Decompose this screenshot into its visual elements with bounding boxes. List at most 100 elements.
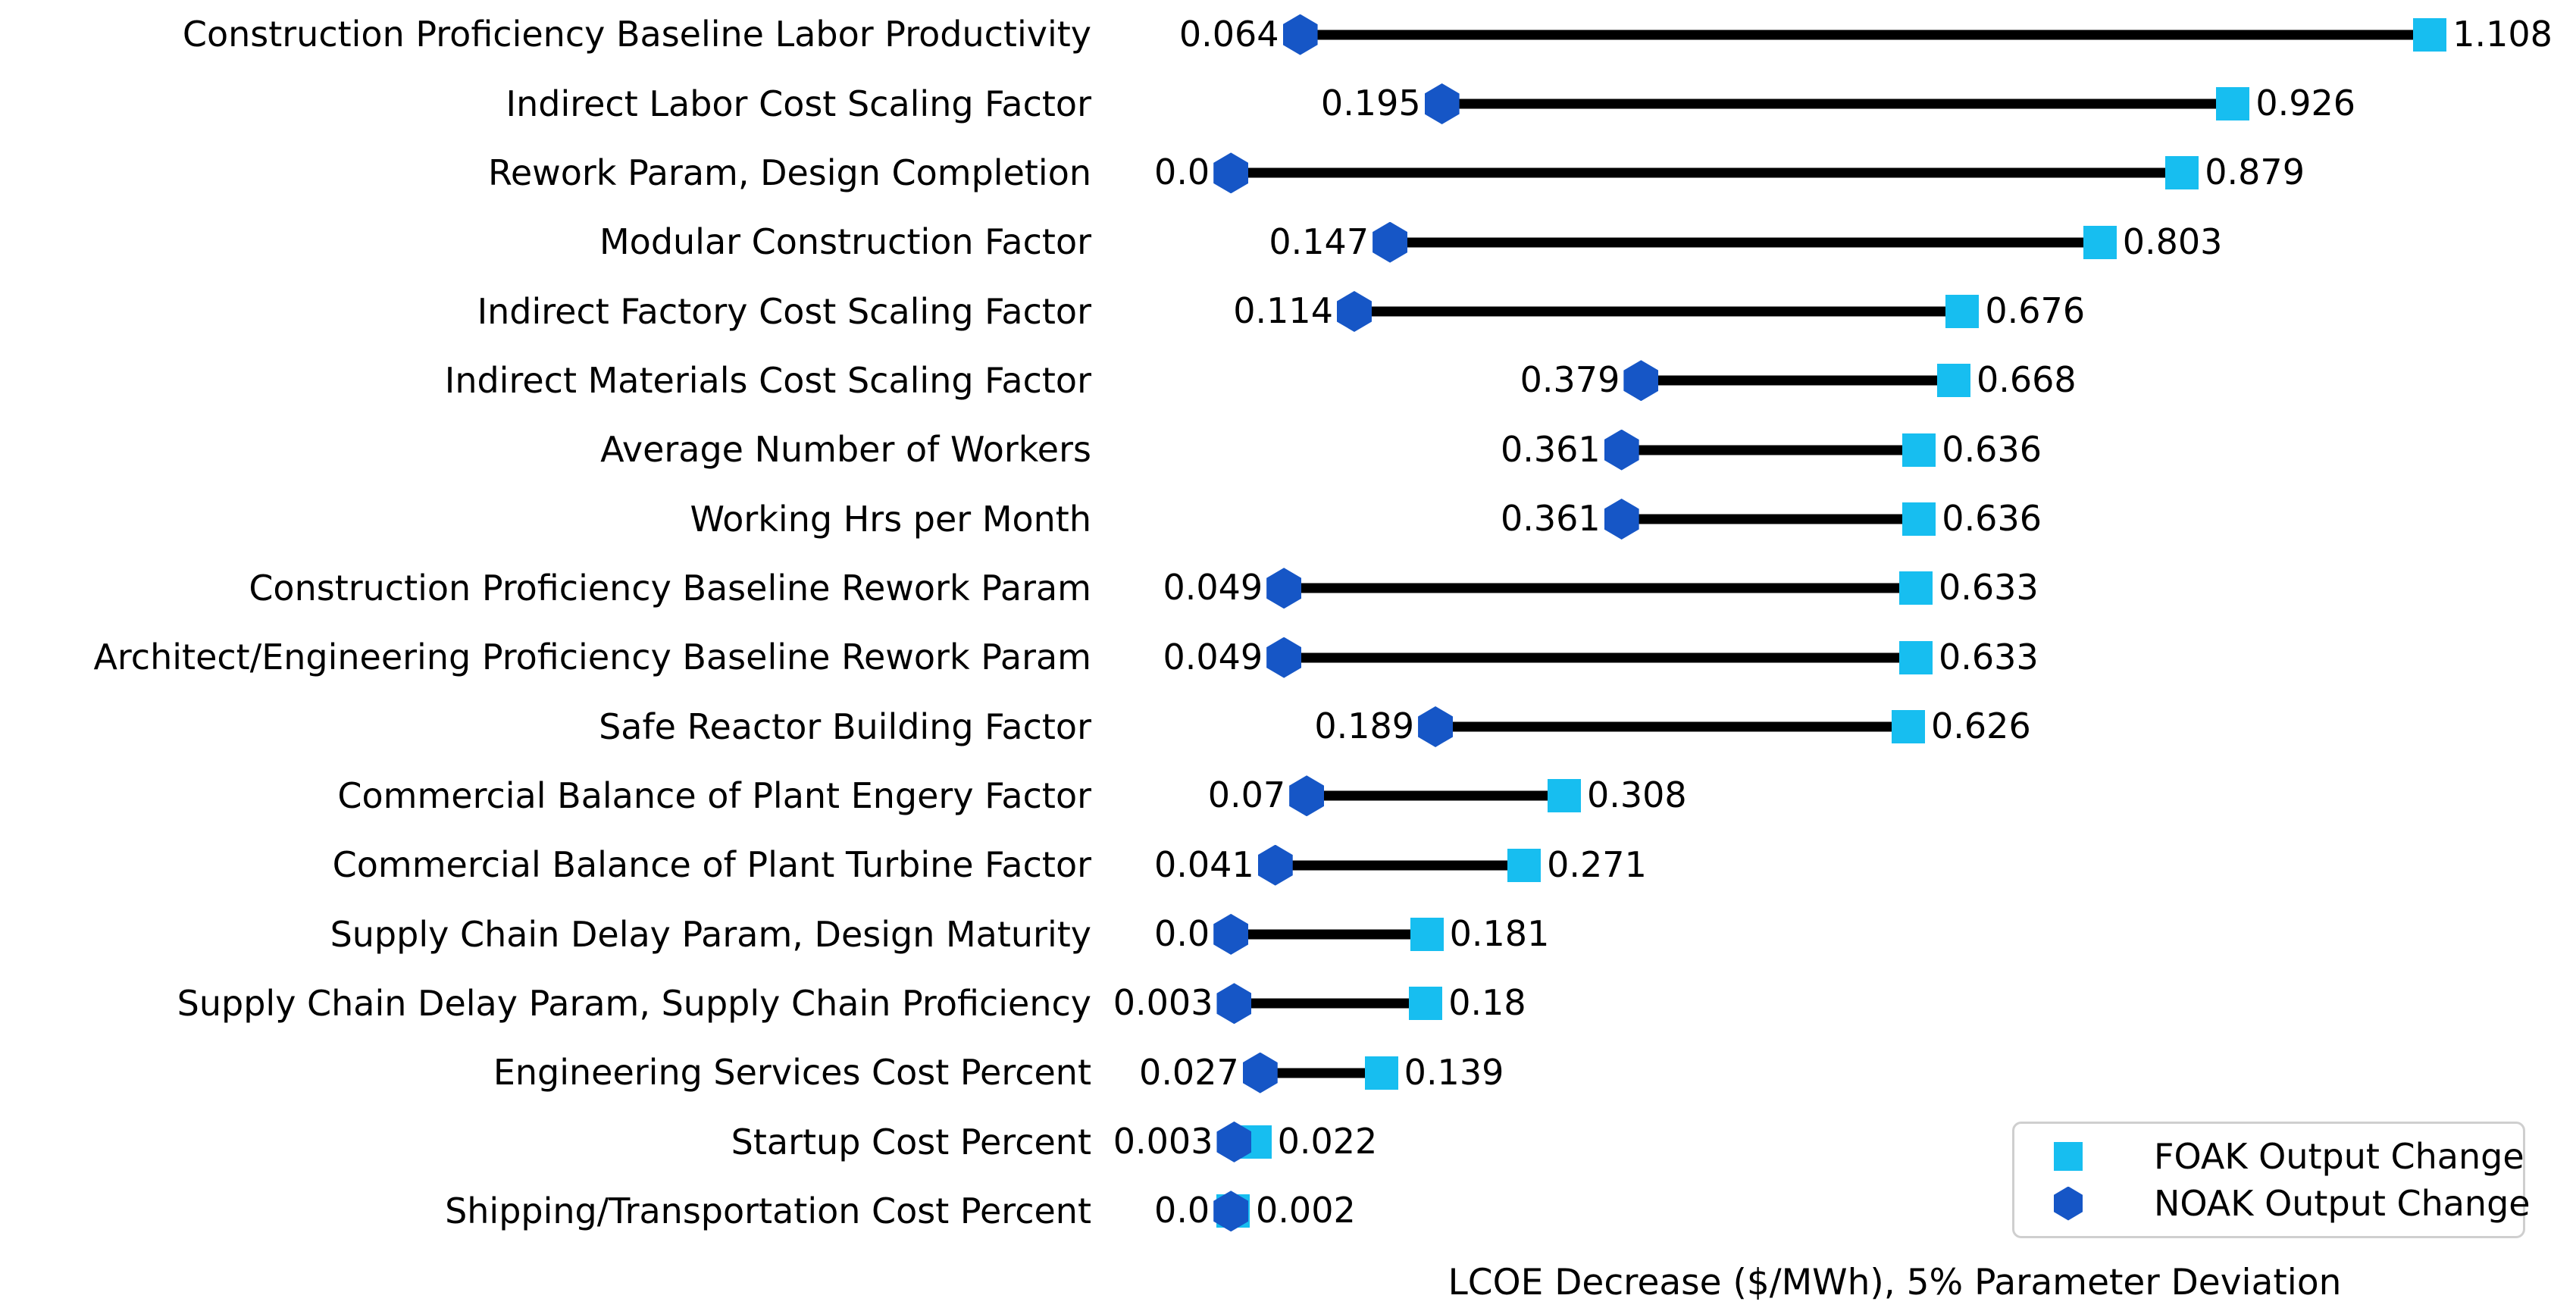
parameter-row: Commercial Balance of Plant Turbine Fact… bbox=[0, 831, 2576, 900]
noak-marker-icon bbox=[1266, 637, 1302, 678]
parameter-row: Indirect Materials Cost Scaling Factor 0… bbox=[0, 346, 2576, 415]
parameter-row: Average Number of Workers 0.361 0.636 bbox=[0, 415, 2576, 484]
parameter-label: Working Hrs per Month bbox=[690, 498, 1091, 540]
foak-value-label: 0.803 bbox=[2122, 221, 2223, 262]
noak-hexagon-icon bbox=[2054, 1186, 2083, 1221]
foak-marker-icon bbox=[1409, 987, 1443, 1021]
row-chart: 0.147 0.803 bbox=[1114, 208, 2576, 277]
foak-value-label: 0.181 bbox=[1449, 912, 1550, 954]
foak-value-label: 0.636 bbox=[1942, 428, 2042, 470]
dumbbell-line bbox=[1307, 790, 1564, 801]
noak-value-label: 0.147 bbox=[1269, 221, 1369, 262]
noak-marker-icon bbox=[1373, 221, 1408, 263]
dumbbell-line bbox=[1300, 30, 2430, 40]
parameter-row: Startup Cost Percent 0.003 0.022 bbox=[0, 1107, 2576, 1176]
dumbbell-line bbox=[1275, 860, 1525, 871]
foak-value-label: 0.271 bbox=[1547, 843, 1647, 885]
parameter-row: Construction Proficiency Baseline Labor … bbox=[0, 0, 2576, 69]
parameter-label: Supply Chain Delay Param, Supply Chain P… bbox=[177, 982, 1091, 1024]
foak-value-label: 1.108 bbox=[2452, 13, 2553, 55]
foak-value-label: 0.626 bbox=[1931, 705, 2031, 746]
noak-value-label: 0.027 bbox=[1139, 1051, 1239, 1093]
parameter-row: Rework Param, Design Completion 0.0 0.87… bbox=[0, 139, 2576, 208]
noak-marker-icon bbox=[1336, 290, 1372, 332]
foak-value-label: 0.879 bbox=[2205, 152, 2305, 193]
foak-marker-icon bbox=[1507, 848, 1542, 882]
row-chart: 0.114 0.676 bbox=[1114, 277, 2576, 346]
dumbbell-line bbox=[1435, 721, 1909, 732]
noak-marker-icon bbox=[1604, 429, 1639, 471]
legend-label-noak: NOAK Output Change bbox=[2154, 1183, 2531, 1224]
row-chart: 0.049 0.633 bbox=[1114, 623, 2576, 692]
foak-value-label: 0.668 bbox=[1976, 359, 2077, 401]
noak-marker-icon bbox=[1242, 1052, 1278, 1094]
parameter-label: Indirect Factory Cost Scaling Factor bbox=[477, 290, 1091, 332]
foak-value-label: 0.633 bbox=[1939, 636, 2039, 677]
parameter-row: Architect/Engineering Proficiency Baseli… bbox=[0, 623, 2576, 692]
noak-marker-icon bbox=[1213, 152, 1249, 194]
dumbbell-line bbox=[1231, 929, 1427, 940]
parameter-label: Indirect Labor Cost Scaling Factor bbox=[505, 83, 1091, 124]
noak-value-label: 0.0 bbox=[1154, 912, 1210, 954]
dumbbell-line bbox=[1390, 237, 2100, 248]
row-chart: 0.003 0.18 bbox=[1113, 969, 2576, 1038]
noak-value-label: 0.114 bbox=[1233, 289, 1333, 331]
noak-value-label: 0.195 bbox=[1320, 82, 1421, 124]
foak-value-label: 0.18 bbox=[1448, 982, 1526, 1024]
noak-marker-icon bbox=[1266, 568, 1302, 609]
parameter-label: Engineering Services Cost Percent bbox=[493, 1052, 1091, 1094]
noak-value-label: 0.379 bbox=[1520, 359, 1620, 401]
parameter-row: Modular Construction Factor 0.147 0.803 bbox=[0, 208, 2576, 277]
noak-value-label: 0.003 bbox=[1113, 1120, 1213, 1162]
row-chart: 0.195 0.926 bbox=[1114, 69, 2576, 138]
parameter-label: Indirect Materials Cost Scaling Factor bbox=[444, 360, 1091, 401]
parameter-label: Construction Proficiency Baseline Rework… bbox=[249, 567, 1091, 609]
legend-item-noak: NOAK Output Change bbox=[2049, 1183, 2531, 1224]
parameter-label: Architect/Engineering Proficiency Baseli… bbox=[93, 637, 1091, 678]
foak-marker-icon bbox=[2165, 156, 2199, 190]
foak-marker-icon bbox=[2083, 225, 2117, 259]
parameter-label: Construction Proficiency Baseline Labor … bbox=[182, 14, 1091, 55]
legend-marker-box bbox=[2049, 1186, 2087, 1221]
row-chart: 0.0 0.002 bbox=[1114, 1177, 2576, 1246]
foak-marker-icon bbox=[1892, 709, 1926, 743]
row-chart: 0.07 0.308 bbox=[1114, 762, 2576, 831]
row-chart: 0.379 0.668 bbox=[1114, 346, 2576, 415]
legend: FOAK Output Change NOAK Output Change bbox=[2012, 1122, 2531, 1238]
foak-marker-icon bbox=[1936, 364, 1970, 398]
parameter-row: Engineering Services Cost Percent 0.027 … bbox=[0, 1038, 2576, 1107]
parameter-label: Startup Cost Percent bbox=[731, 1121, 1091, 1162]
row-chart: 0.041 0.271 bbox=[1114, 831, 2576, 900]
legend-marker-box bbox=[2049, 1142, 2087, 1171]
noak-value-label: 0.049 bbox=[1163, 636, 1263, 677]
x-axis-label: LCOE Decrease ($/MWh), 5% Parameter Devi… bbox=[1448, 1262, 2342, 1303]
foak-marker-icon bbox=[1899, 640, 1933, 674]
noak-value-label: 0.041 bbox=[1154, 843, 1254, 885]
noak-marker-icon bbox=[1213, 913, 1249, 955]
parameter-label: Safe Reactor Building Factor bbox=[599, 706, 1091, 747]
noak-marker-icon bbox=[1418, 706, 1454, 747]
parameter-label: Average Number of Workers bbox=[600, 429, 1091, 471]
foak-marker-icon bbox=[1899, 571, 1933, 605]
dumbbell-line bbox=[1441, 99, 2233, 109]
chart-rows: Construction Proficiency Baseline Labor … bbox=[0, 0, 2576, 1246]
noak-value-label: 0.189 bbox=[1314, 705, 1415, 746]
dumbbell-line bbox=[1231, 167, 2183, 178]
dumbbell-line bbox=[1641, 375, 1954, 386]
row-chart: 0.189 0.626 bbox=[1114, 692, 2576, 761]
foak-value-label: 0.926 bbox=[2255, 82, 2356, 124]
noak-marker-icon bbox=[1623, 360, 1659, 402]
row-chart: 0.049 0.633 bbox=[1114, 554, 2576, 623]
dumbbell-line bbox=[1260, 1068, 1382, 1078]
legend-item-foak: FOAK Output Change bbox=[2049, 1136, 2524, 1177]
noak-value-label: 0.07 bbox=[1207, 774, 1286, 816]
foak-marker-icon bbox=[1410, 917, 1444, 951]
dumbbell-line bbox=[1621, 514, 1920, 524]
dumbbell-line bbox=[1234, 998, 1426, 1009]
row-chart: 0.064 1.108 bbox=[1114, 0, 2576, 69]
row-chart: 0.361 0.636 bbox=[1114, 484, 2576, 553]
parameter-label: Modular Construction Factor bbox=[599, 221, 1091, 263]
noak-marker-icon bbox=[1289, 775, 1325, 817]
foak-marker-icon bbox=[1364, 1056, 1398, 1090]
